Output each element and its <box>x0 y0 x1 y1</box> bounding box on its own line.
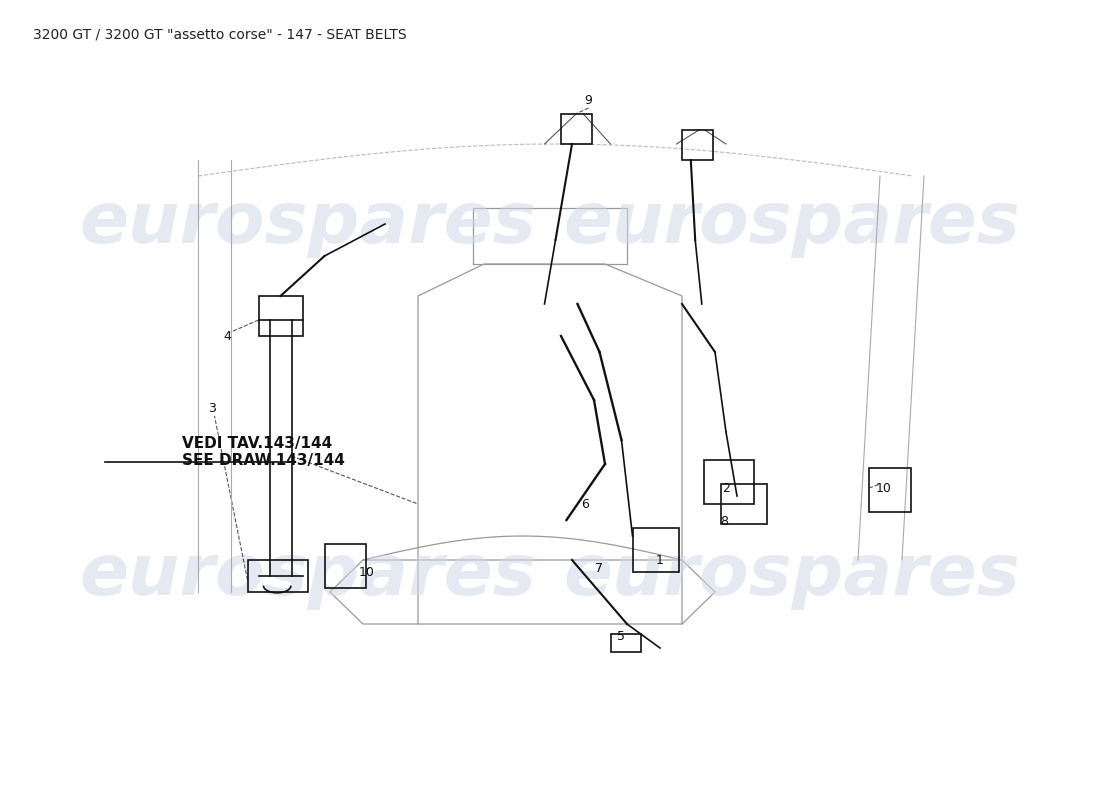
Text: 6: 6 <box>581 498 590 510</box>
Bar <box>258 296 303 336</box>
Bar <box>682 130 713 160</box>
Text: 9: 9 <box>584 94 593 106</box>
Text: 10: 10 <box>876 482 891 494</box>
Bar <box>248 560 308 592</box>
Text: 1: 1 <box>656 554 664 566</box>
Text: VEDI TAV.143/144
SEE DRAW.143/144: VEDI TAV.143/144 SEE DRAW.143/144 <box>182 436 344 468</box>
Text: eurospares: eurospares <box>563 542 1021 610</box>
Text: eurospares: eurospares <box>79 542 537 610</box>
Text: eurospares: eurospares <box>79 190 537 258</box>
Bar <box>720 484 767 524</box>
Text: 8: 8 <box>719 515 728 528</box>
Bar <box>324 544 366 588</box>
Text: 10: 10 <box>359 566 374 578</box>
Bar <box>610 634 641 652</box>
Bar <box>704 460 754 504</box>
Bar <box>561 114 592 144</box>
Text: 2: 2 <box>722 482 730 494</box>
Text: 3200 GT / 3200 GT "assetto corse" - 147 - SEAT BELTS: 3200 GT / 3200 GT "assetto corse" - 147 … <box>33 28 407 42</box>
Text: 5: 5 <box>617 630 626 642</box>
Text: 3: 3 <box>208 402 217 414</box>
Text: 7: 7 <box>595 562 604 574</box>
Bar <box>632 528 679 572</box>
Text: 4: 4 <box>223 330 232 342</box>
Text: eurospares: eurospares <box>563 190 1021 258</box>
Bar <box>869 468 911 512</box>
